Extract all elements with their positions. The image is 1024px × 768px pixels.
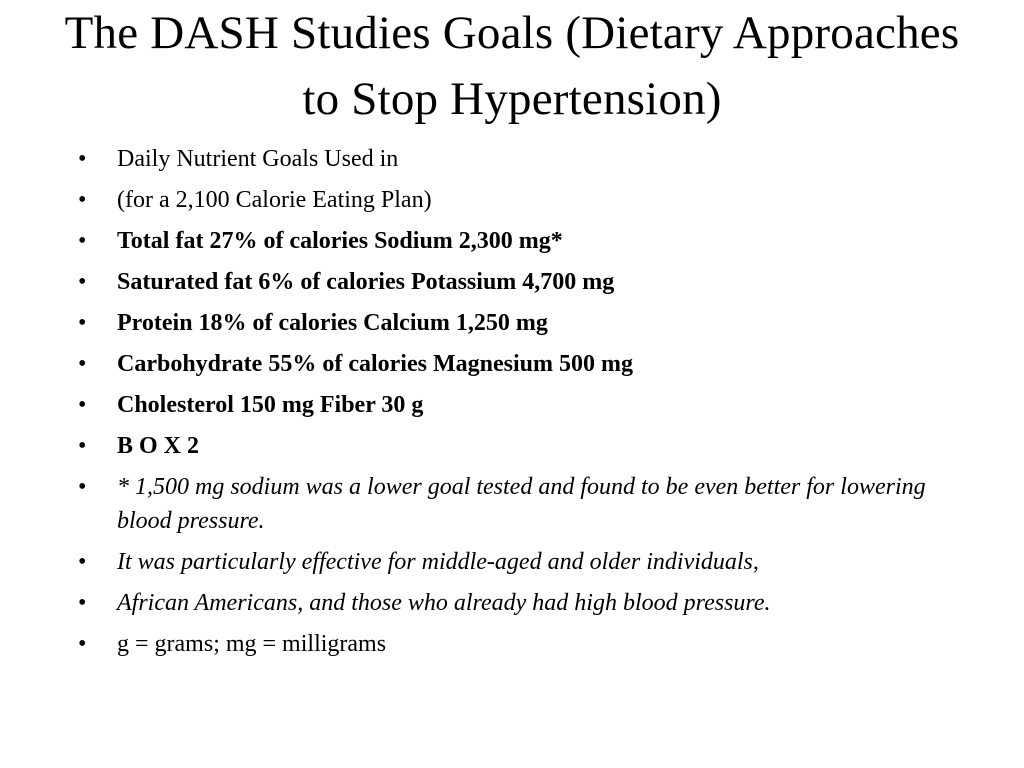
bullet-item: • African Americans, and those who alrea… (78, 586, 948, 620)
bullet-icon: • (78, 228, 87, 254)
bullet-icon: • (78, 474, 87, 500)
bullet-list: • Daily Nutrient Goals Used in • (for a … (78, 142, 948, 668)
bullet-text: g = grams; mg = milligrams (117, 631, 387, 657)
slide-title: The DASH Studies Goals (Dietary Approach… (64, 7, 960, 125)
bullet-text: Cholesterol 150 mg Fiber 30 g (117, 392, 424, 418)
bullet-text: Total fat 27% of calories Sodium 2,300 m… (117, 228, 563, 254)
bullet-icon: • (78, 590, 87, 616)
bullet-item: • Carbohydrate 55% of calories Magnesium… (78, 347, 948, 381)
bullet-icon: • (78, 310, 87, 336)
bullet-item: • g = grams; mg = milligrams (78, 627, 948, 661)
bullet-text: Carbohydrate 55% of calories Magnesium 5… (117, 351, 633, 377)
bullet-icon: • (78, 433, 87, 459)
bullet-item: • Cholesterol 150 mg Fiber 30 g (78, 388, 948, 422)
bullet-item: • (for a 2,100 Calorie Eating Plan) (78, 183, 948, 217)
bullet-icon: • (78, 187, 87, 213)
bullet-icon: • (78, 549, 87, 575)
bullet-text: B O X 2 (117, 433, 200, 459)
bullet-text: It was particularly effective for middle… (117, 549, 759, 575)
bullet-text: Saturated fat 6% of calories Potassium 4… (117, 269, 615, 295)
bullet-icon: • (78, 631, 87, 657)
bullet-item: • B O X 2 (78, 429, 948, 463)
bullet-item: • Daily Nutrient Goals Used in (78, 142, 948, 176)
bullet-text: (for a 2,100 Calorie Eating Plan) (117, 187, 432, 213)
bullet-item: • * 1,500 mg sodium was a lower goal tes… (78, 470, 948, 538)
bullet-icon: • (78, 269, 87, 295)
bullet-text: * 1,500 mg sodium was a lower goal teste… (117, 474, 926, 534)
bullet-item: • Total fat 27% of calories Sodium 2,300… (78, 224, 948, 258)
bullet-item: • Saturated fat 6% of calories Potassium… (78, 265, 948, 299)
bullet-icon: • (78, 351, 87, 377)
bullet-item: • Protein 18% of calories Calcium 1,250 … (78, 306, 948, 340)
bullet-text: Protein 18% of calories Calcium 1,250 mg (117, 310, 548, 336)
bullet-text: Daily Nutrient Goals Used in (117, 146, 399, 172)
bullet-icon: • (78, 392, 87, 418)
bullet-text: African Americans, and those who already… (117, 590, 771, 616)
bullet-icon: • (78, 146, 87, 172)
bullet-item: • It was particularly effective for midd… (78, 545, 948, 579)
